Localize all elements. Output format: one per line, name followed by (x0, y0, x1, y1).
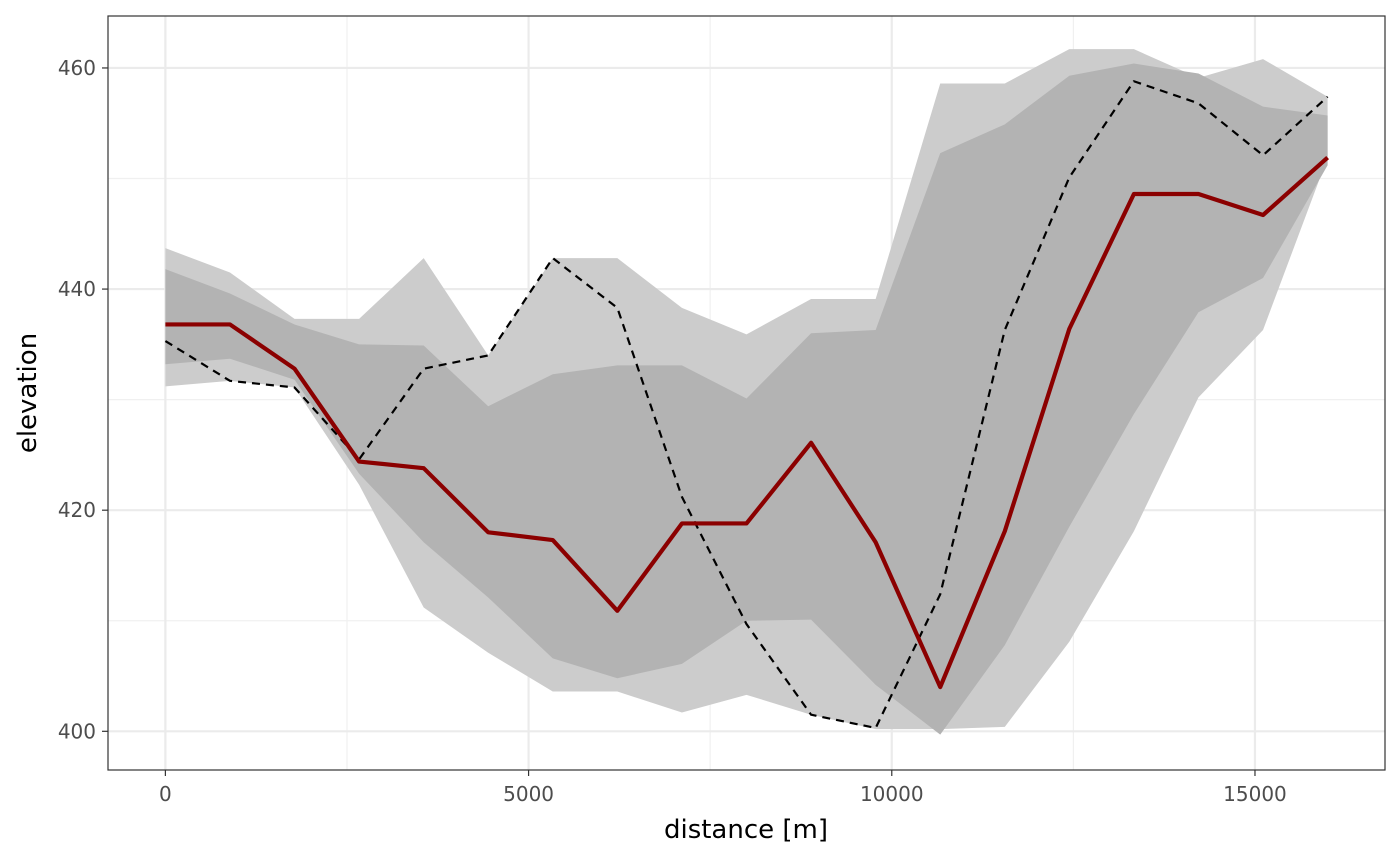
reference-series-line (164, 80, 1329, 730)
x-axis-title: distance [m] (664, 815, 828, 845)
inner-range-ribbon (165, 63, 1328, 735)
y-tick-label: 420 (58, 498, 96, 522)
median-series-line (165, 155, 1330, 690)
x-axis: 0 5000 10000 15000 (159, 770, 1287, 806)
y-axis: 400 420 440 460 (58, 56, 108, 743)
ribbon-bands (165, 49, 1328, 735)
x-tick-label: 5000 (503, 782, 554, 806)
x-tick-label: 10000 (860, 782, 924, 806)
y-tick-label: 440 (58, 277, 96, 301)
y-tick-label: 400 (58, 719, 96, 743)
x-tick-label: 15000 (1223, 782, 1287, 806)
plot-panel-border (107, 15, 1386, 771)
series-lines (164, 80, 1330, 730)
y-axis-title: elevation (13, 333, 43, 453)
x-tick-label: 0 (159, 782, 172, 806)
y-tick-label: 460 (58, 56, 96, 80)
